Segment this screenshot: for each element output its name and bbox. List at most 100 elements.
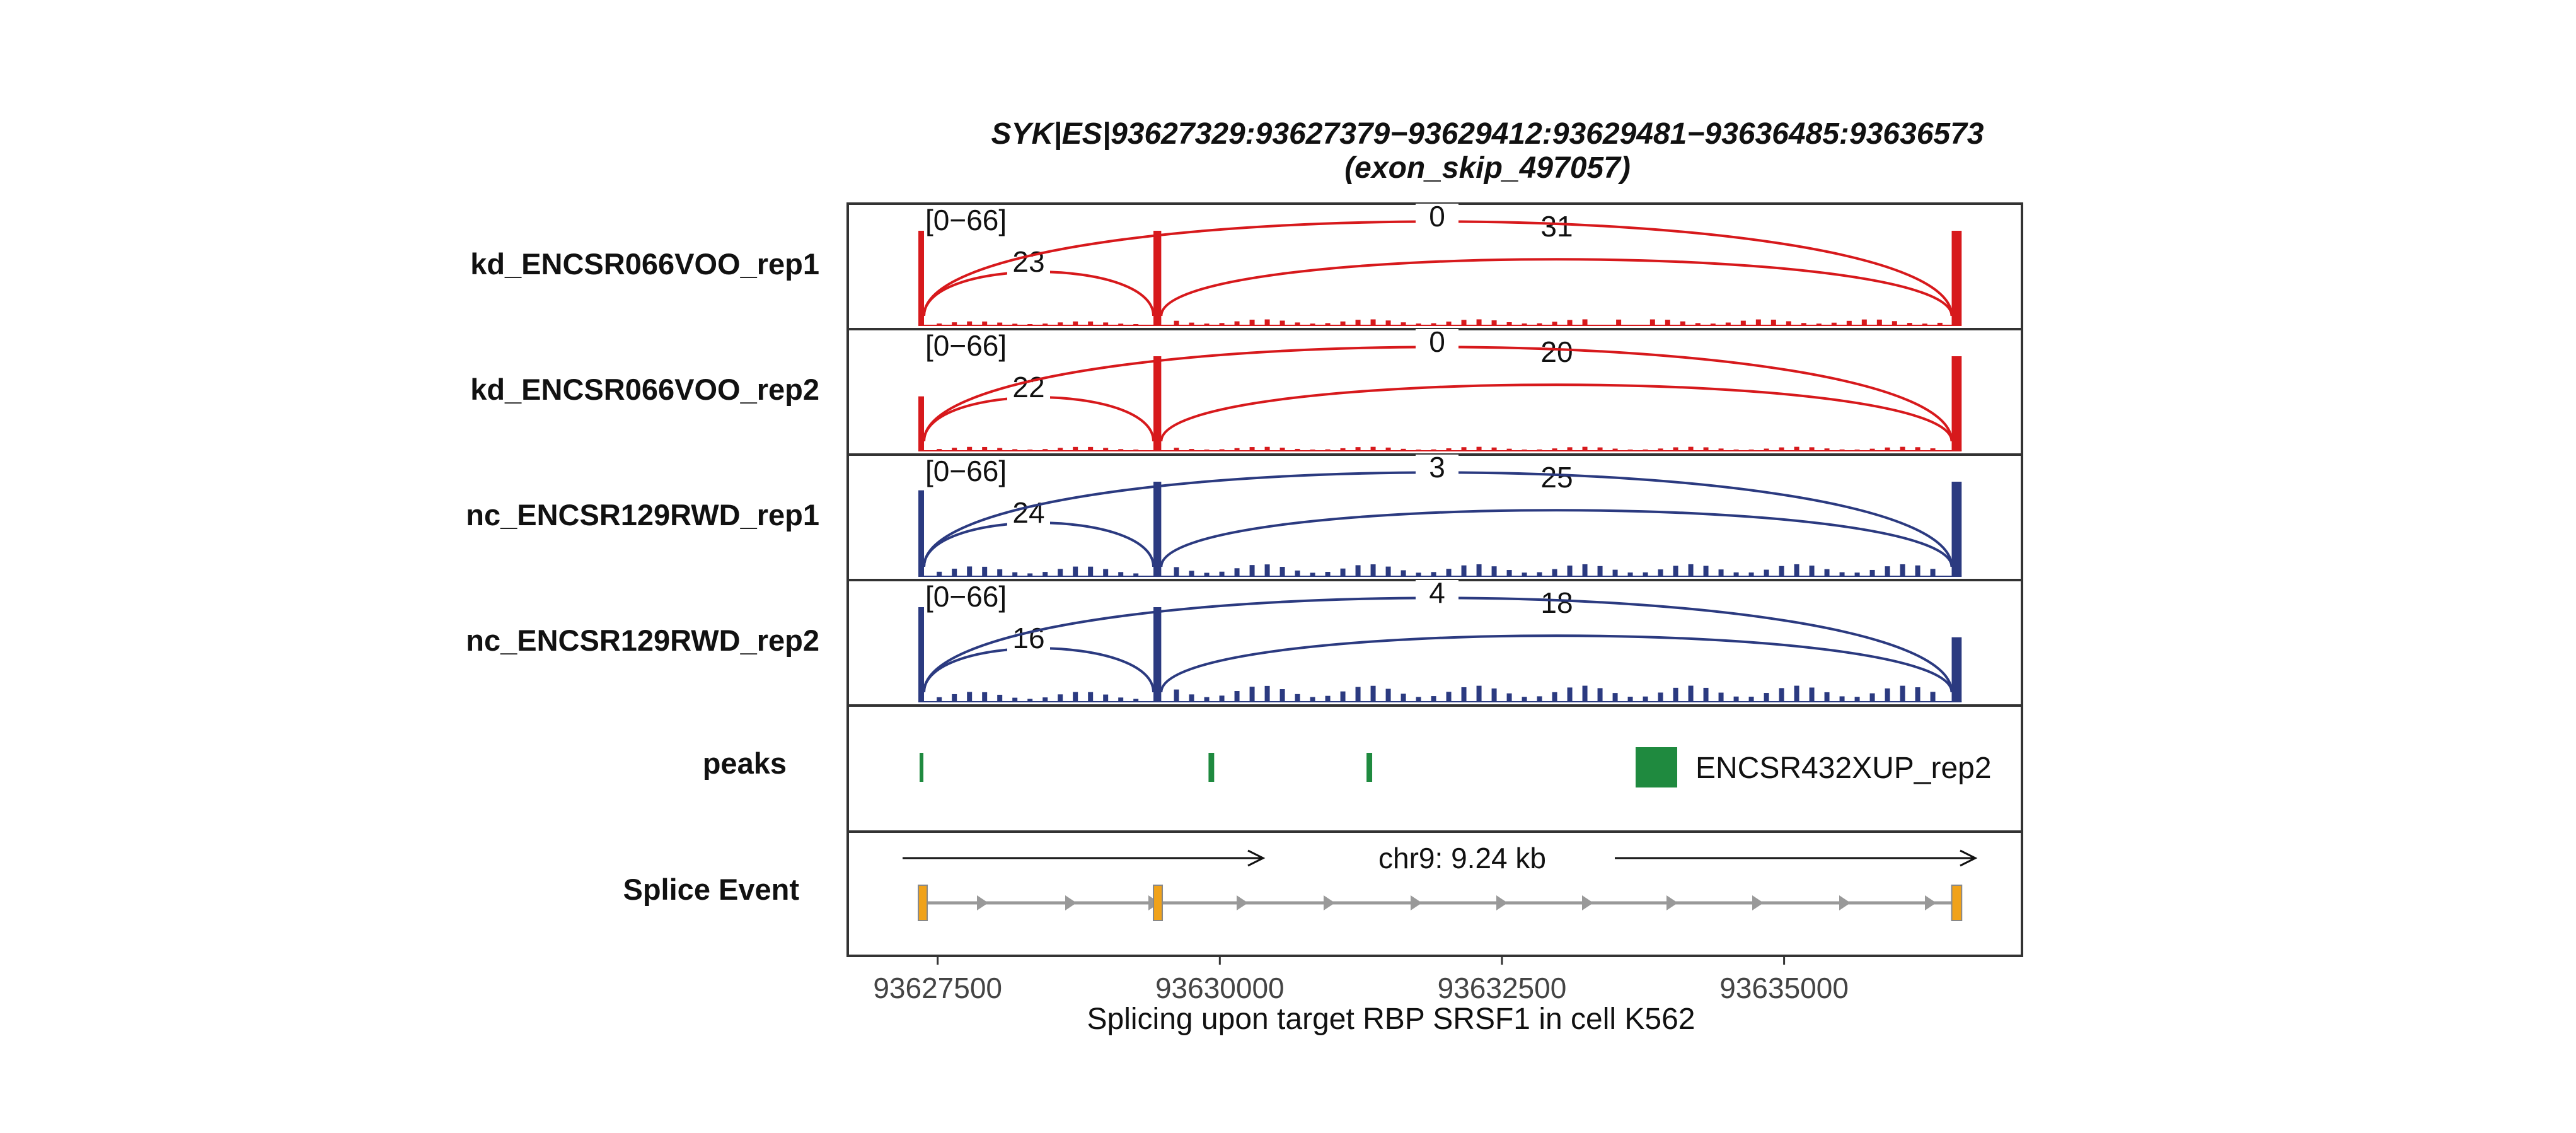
coverage-bar xyxy=(1446,692,1452,702)
coverage-bar xyxy=(1627,696,1633,702)
coverage-bar xyxy=(1740,320,1746,325)
coverage-bar xyxy=(1733,696,1739,702)
strand-chevron xyxy=(977,895,988,910)
coverage-bar xyxy=(918,396,925,451)
x-tick-label: 93632500 xyxy=(1438,972,1567,1004)
coverage-bar xyxy=(1446,569,1452,576)
coverage-bar xyxy=(937,449,942,451)
coverage-bar xyxy=(1234,321,1240,325)
coverage-bar xyxy=(1733,449,1739,451)
coverage-bar xyxy=(952,568,957,576)
coverage-bar xyxy=(952,694,957,702)
coverage-bar xyxy=(1900,564,1905,576)
coverage-bar xyxy=(1310,572,1315,576)
coverage-bar xyxy=(1491,320,1497,325)
coverage-bar xyxy=(1043,323,1048,325)
coverage-bar xyxy=(1234,448,1240,451)
coverage-bar xyxy=(967,446,973,451)
coverage-bar xyxy=(1665,320,1670,325)
coverage-bar xyxy=(1249,320,1255,325)
coverage-bar xyxy=(1204,323,1210,325)
coverage-bar xyxy=(1476,685,1482,702)
coverage-bar xyxy=(1582,685,1588,702)
coverage-bar xyxy=(1816,323,1822,325)
coverage-bar xyxy=(1824,448,1830,451)
coverage-bar xyxy=(1627,572,1633,576)
coverage-bar xyxy=(1786,321,1791,325)
coverage-bar xyxy=(1058,448,1063,451)
junction-label-bg xyxy=(1416,455,1458,484)
coverage-bar xyxy=(1937,322,1943,325)
junction-arc xyxy=(1160,258,1953,317)
coverage-bar xyxy=(1695,323,1701,325)
coverage-bar xyxy=(1476,446,1482,451)
coverage-bar xyxy=(1748,696,1754,702)
junction-label-bg xyxy=(1416,580,1458,609)
coverage-bar xyxy=(1748,572,1754,576)
coverage-bar xyxy=(952,448,957,451)
strand-chevron xyxy=(1411,895,1422,910)
strand-chevron xyxy=(1582,895,1593,910)
coverage-bar xyxy=(1552,448,1557,451)
junction-arc xyxy=(1160,509,1953,567)
coverage-bar xyxy=(1861,319,1867,325)
coverage-bar xyxy=(1416,572,1421,576)
coverage-bar xyxy=(1725,322,1731,325)
junction-count: 3 xyxy=(1429,451,1445,484)
track-label: nc_ENCSR129RWD_rep2 xyxy=(466,624,819,657)
coverage-bar xyxy=(1597,447,1603,451)
coverage-bar xyxy=(1355,687,1361,702)
peak-mark xyxy=(1208,753,1215,782)
strand-chevron xyxy=(1666,895,1678,910)
coverage-bar xyxy=(1854,697,1860,702)
coverage-bar xyxy=(1385,689,1391,702)
coverage-bar xyxy=(1710,323,1716,325)
coverage-bar xyxy=(1649,319,1655,325)
coverage-bar xyxy=(1506,448,1512,451)
coverage-bar xyxy=(1567,687,1573,702)
coverage-bar xyxy=(1174,448,1179,451)
coverage-bar xyxy=(1401,322,1406,325)
coverage-bar xyxy=(1325,323,1331,325)
coverage-bar xyxy=(1103,569,1109,576)
coverage-bar xyxy=(1058,569,1063,576)
strand-chevron xyxy=(1752,895,1764,910)
coverage-bar xyxy=(1537,572,1542,576)
coverage-bar xyxy=(1073,566,1078,576)
legend-label: ENCSR432XUP_rep2 xyxy=(1695,752,1992,785)
coverage-bar xyxy=(1043,697,1048,702)
coverage-bar xyxy=(982,321,988,325)
coverage-bar xyxy=(1703,447,1709,451)
junction-label-bg xyxy=(1416,329,1458,358)
coverage-bar xyxy=(1892,321,1897,325)
coverage-bar xyxy=(1537,449,1542,451)
coverage-bar xyxy=(1431,449,1436,451)
coverage-bar xyxy=(1264,685,1270,702)
coverage-bar xyxy=(1907,323,1912,325)
coverage-bar xyxy=(1643,449,1648,451)
coverage-bar xyxy=(1537,696,1542,702)
coverage-bar xyxy=(1794,564,1799,576)
coverage-bar xyxy=(982,446,988,451)
coverage-bar xyxy=(1809,566,1815,576)
coverage-bar xyxy=(937,571,942,576)
coverage-bar xyxy=(1431,572,1436,576)
coverage-bar xyxy=(1900,446,1905,451)
coverage-bar xyxy=(1522,697,1527,702)
coverage-bar xyxy=(1416,697,1421,702)
coverage-bar xyxy=(1839,696,1845,702)
coverage-bar xyxy=(1688,564,1694,576)
coverage-bar xyxy=(1846,320,1852,325)
coverage-bar xyxy=(982,692,988,702)
coverage-bar xyxy=(1461,565,1467,576)
coverage-bar xyxy=(1673,687,1678,702)
coverage-bar xyxy=(1612,693,1618,702)
coverage-bar xyxy=(1951,482,1962,576)
coverage-bar xyxy=(1174,567,1179,576)
coverage-bar xyxy=(1370,685,1376,702)
junction-label-bg xyxy=(1535,465,1578,494)
junction-count: 23 xyxy=(1012,245,1044,278)
track-label: kd_ENCSR066VOO_rep2 xyxy=(470,373,819,406)
coverage-bar xyxy=(1370,319,1376,325)
coverage-bar xyxy=(1073,446,1078,451)
